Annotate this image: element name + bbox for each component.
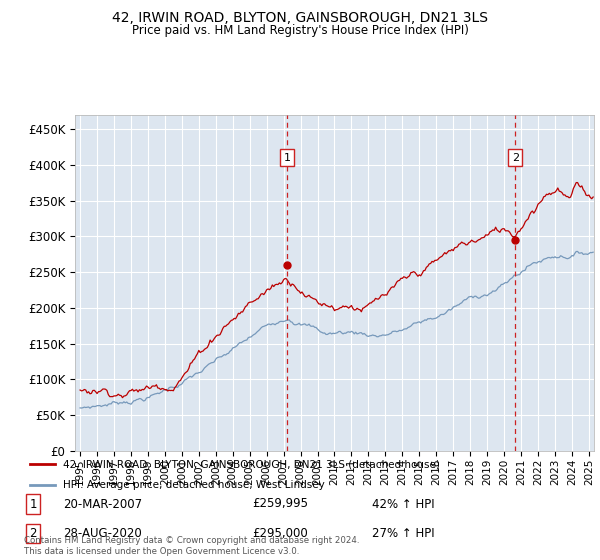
- Text: 42, IRWIN ROAD, BLYTON, GAINSBOROUGH, DN21 3LS (detached house): 42, IRWIN ROAD, BLYTON, GAINSBOROUGH, DN…: [63, 459, 440, 469]
- Text: 27% ↑ HPI: 27% ↑ HPI: [372, 527, 434, 540]
- Text: Contains HM Land Registry data © Crown copyright and database right 2024.
This d: Contains HM Land Registry data © Crown c…: [24, 536, 359, 556]
- Text: HPI: Average price, detached house, West Lindsey: HPI: Average price, detached house, West…: [63, 480, 325, 490]
- Text: 20-MAR-2007: 20-MAR-2007: [63, 497, 142, 511]
- Text: 42, IRWIN ROAD, BLYTON, GAINSBOROUGH, DN21 3LS: 42, IRWIN ROAD, BLYTON, GAINSBOROUGH, DN…: [112, 11, 488, 25]
- Text: 2: 2: [512, 153, 519, 163]
- Text: 28-AUG-2020: 28-AUG-2020: [63, 527, 142, 540]
- Text: 42% ↑ HPI: 42% ↑ HPI: [372, 497, 434, 511]
- Text: 1: 1: [284, 153, 290, 163]
- Text: £259,995: £259,995: [252, 497, 308, 511]
- Text: 1: 1: [29, 497, 37, 511]
- Text: £295,000: £295,000: [252, 527, 308, 540]
- Text: Price paid vs. HM Land Registry's House Price Index (HPI): Price paid vs. HM Land Registry's House …: [131, 24, 469, 36]
- Text: 2: 2: [29, 527, 37, 540]
